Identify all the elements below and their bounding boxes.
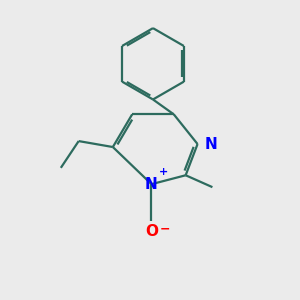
Text: +: + bbox=[159, 167, 168, 177]
Text: N: N bbox=[145, 177, 158, 192]
Text: N: N bbox=[205, 136, 218, 152]
Text: O: O bbox=[145, 224, 158, 239]
Text: −: − bbox=[160, 223, 170, 236]
